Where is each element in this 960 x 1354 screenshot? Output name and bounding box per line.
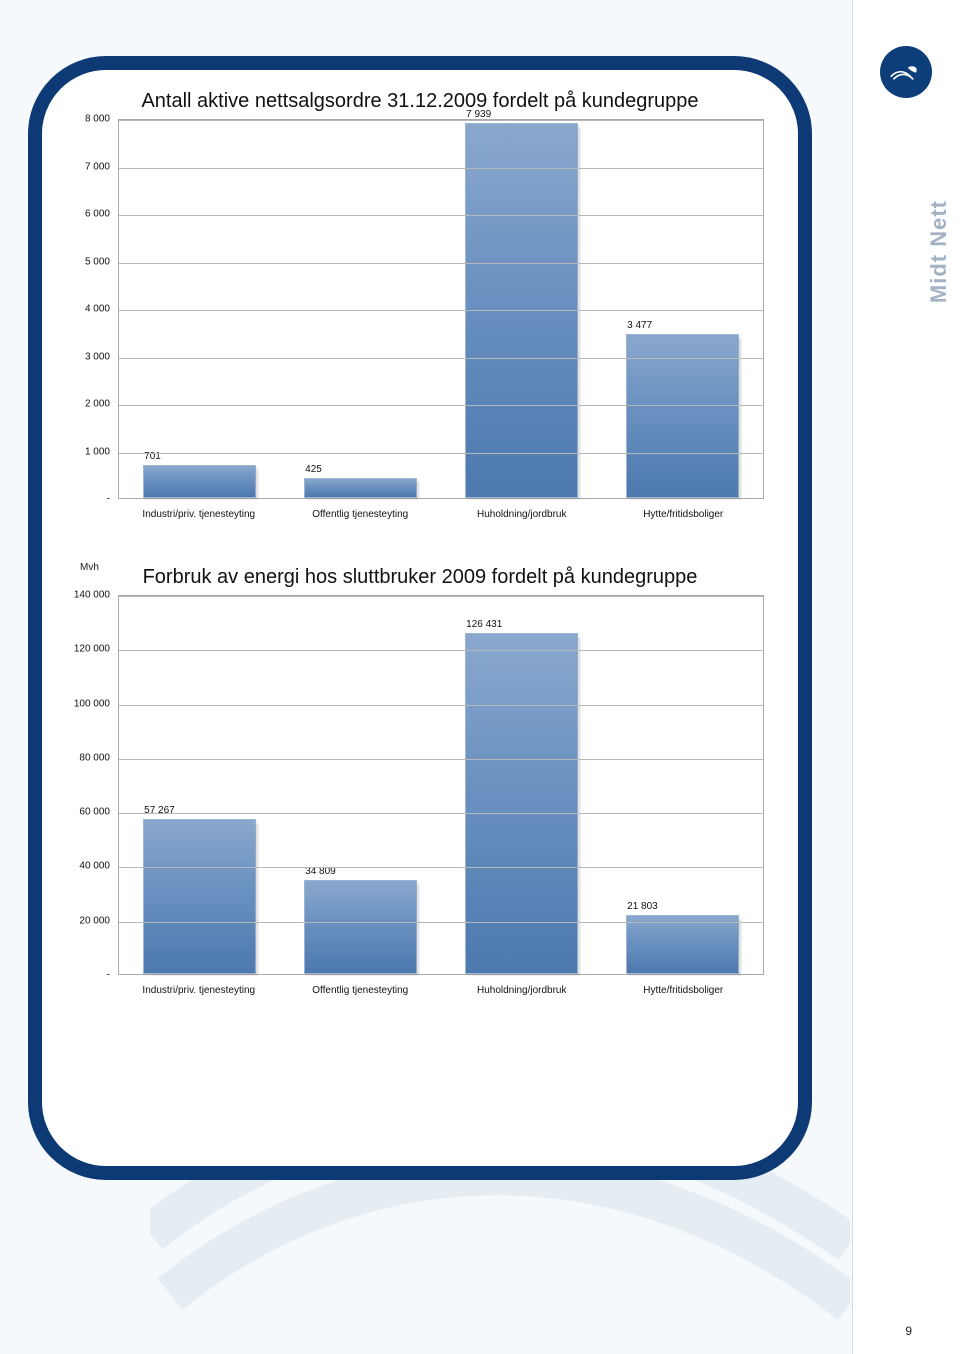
y-tick-label: 100 000	[74, 698, 110, 709]
gridline	[119, 650, 763, 651]
gridline	[119, 596, 763, 597]
x-tick-label: Offentlig tjenesteyting	[280, 499, 442, 520]
chart-forbruk-energi: Forbruk av energi hos sluttbruker 2009 f…	[42, 566, 798, 996]
chart2-ylabel: Mvh	[80, 562, 99, 573]
gridline	[119, 705, 763, 706]
y-tick-label: 3 000	[85, 351, 110, 362]
x-tick-label: Huholdning/jordbruk	[441, 499, 603, 520]
side-rail: Midt Nett	[852, 0, 960, 1354]
y-tick-label: 5 000	[85, 256, 110, 267]
bar: 126 431	[465, 633, 578, 974]
bar-value-label: 7 939	[466, 109, 491, 120]
gridline	[119, 813, 763, 814]
bar-cell: 3 477	[602, 120, 763, 498]
bar-cell: 126 431	[441, 596, 602, 974]
bar: 57 267	[143, 819, 256, 974]
y-tick-label: 140 000	[74, 590, 110, 601]
y-tick-label: -	[107, 494, 110, 505]
bar-value-label: 3 477	[627, 320, 652, 331]
gridline	[119, 759, 763, 760]
spacer	[42, 520, 798, 566]
gridline	[119, 867, 763, 868]
chart2-bars: 57 267 34 809 126 431 21 803	[119, 596, 763, 974]
gridline	[119, 453, 763, 454]
page-card: Antall aktive nettsalgsordre 31.12.2009 …	[28, 56, 812, 1180]
bar: 425	[304, 478, 417, 498]
chart1-x-axis: Industri/priv. tjenesteytingOffentlig tj…	[118, 499, 764, 520]
chart2-plot-area: 57 267 34 809 126 431 21 803	[118, 595, 764, 975]
bar-cell: 701	[119, 120, 280, 498]
bar-value-label: 126 431	[466, 619, 502, 630]
y-tick-label: 60 000	[79, 807, 110, 818]
bar-cell: 425	[280, 120, 441, 498]
gridline	[119, 358, 763, 359]
chart1-title: Antall aktive nettsalgsordre 31.12.2009 …	[42, 90, 798, 113]
y-tick-label: 20 000	[79, 915, 110, 926]
y-tick-label: 2 000	[85, 399, 110, 410]
leaf-waves-icon	[889, 62, 923, 82]
x-tick-label: Industri/priv. tjenesteyting	[118, 975, 280, 996]
bar-cell: 7 939	[441, 120, 602, 498]
y-tick-label: 4 000	[85, 304, 110, 315]
gridline	[119, 120, 763, 121]
page-inner: Antall aktive nettsalgsordre 31.12.2009 …	[42, 70, 798, 1166]
gridline	[119, 922, 763, 923]
x-tick-label: Industri/priv. tjenesteyting	[118, 499, 280, 520]
bar: 701	[143, 465, 256, 498]
y-tick-label: 8 000	[85, 114, 110, 125]
y-tick-label: -	[107, 970, 110, 981]
x-tick-label: Huholdning/jordbruk	[441, 975, 603, 996]
y-tick-label: 1 000	[85, 446, 110, 457]
y-tick-label: 6 000	[85, 209, 110, 220]
chart2-x-axis: Industri/priv. tjenesteytingOffentlig tj…	[118, 975, 764, 996]
x-tick-label: Offentlig tjenesteyting	[280, 975, 442, 996]
bar-cell: 57 267	[119, 596, 280, 974]
bar-cell: 21 803	[602, 596, 763, 974]
gridline	[119, 215, 763, 216]
bar: 34 809	[304, 880, 417, 974]
chart1-plot-area: 701 425 7 939 3 477	[118, 119, 764, 499]
x-tick-label: Hytte/fritidsboliger	[603, 975, 765, 996]
y-tick-label: 80 000	[79, 752, 110, 763]
gridline	[119, 405, 763, 406]
chart1-y-axis: -1 0002 0003 0004 0005 0006 0007 0008 00…	[42, 119, 118, 499]
brand-logo-icon	[880, 46, 932, 98]
chart2-y-axis: -20 00040 00060 00080 000100 000120 0001…	[42, 595, 118, 975]
page-number: 9	[905, 1324, 912, 1338]
brand-name: Midt Nett	[926, 200, 952, 303]
chart1-bars: 701 425 7 939 3 477	[119, 120, 763, 498]
y-tick-label: 120 000	[74, 644, 110, 655]
bar-value-label: 57 267	[144, 805, 175, 816]
bar-value-label: 21 803	[627, 901, 658, 912]
chart-nettsalgsordre: Antall aktive nettsalgsordre 31.12.2009 …	[42, 90, 798, 520]
y-tick-label: 7 000	[85, 161, 110, 172]
y-tick-label: 40 000	[79, 861, 110, 872]
x-tick-label: Hytte/fritidsboliger	[603, 499, 765, 520]
chart2-title: Forbruk av energi hos sluttbruker 2009 f…	[42, 566, 798, 589]
gridline	[119, 168, 763, 169]
bar: 21 803	[626, 915, 739, 974]
bar-cell: 34 809	[280, 596, 441, 974]
gridline	[119, 310, 763, 311]
bar-value-label: 425	[305, 464, 322, 475]
gridline	[119, 263, 763, 264]
